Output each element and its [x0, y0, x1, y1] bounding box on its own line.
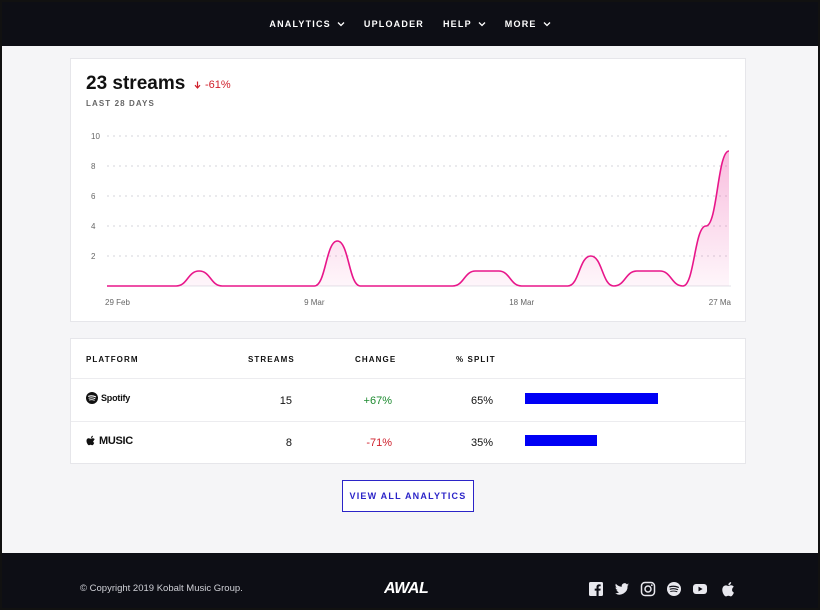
platform-table: PLATFORM STREAMS CHANGE % SPLIT Spotify …	[70, 338, 746, 464]
view-all-analytics-button[interactable]: VIEW ALL ANALYTICS	[342, 480, 474, 512]
copyright: © Copyright 2019 Kobalt Music Group.	[80, 583, 243, 594]
change-value: -71%	[366, 437, 392, 449]
series-area	[107, 151, 729, 286]
table-row: Spotify 15 +67% 65%	[71, 379, 745, 422]
apple-icon	[86, 435, 95, 446]
streams-line-chart: 10 8 6 4 2 29 Feb 9 Mar 18 Mar 27 Ma	[91, 132, 732, 307]
y-tick-label: 8	[91, 162, 96, 171]
split-value: 65%	[470, 395, 493, 407]
y-tick-label: 2	[91, 252, 96, 261]
x-tick-label: 9 Mar	[304, 298, 325, 307]
nav-uploader[interactable]: UPLOADER	[364, 19, 424, 29]
awal-logo[interactable]: AWAL	[384, 579, 434, 595]
split-value: 35%	[470, 437, 493, 449]
chevron-down-icon	[478, 22, 486, 27]
instagram-icon[interactable]	[640, 581, 656, 597]
streams-value: 15	[279, 395, 292, 407]
apple-music-logo: MUSIC	[86, 435, 133, 447]
series-line	[106, 150, 730, 287]
header-streams: STREAMS	[248, 355, 295, 364]
y-tick-label: 10	[91, 132, 100, 141]
header-split: % SPLIT	[456, 355, 496, 364]
stream-count: 23 streams	[86, 73, 186, 94]
nav-help[interactable]: HELP	[443, 19, 486, 29]
brand-text: AWAL	[384, 580, 428, 595]
change-value: +67%	[363, 395, 392, 407]
table-header: PLATFORM STREAMS CHANGE % SPLIT	[71, 339, 745, 379]
spotify-icon	[86, 392, 98, 404]
split-bar	[525, 393, 658, 404]
twitter-icon[interactable]	[614, 581, 630, 597]
nav-more-label: MORE	[504, 19, 537, 29]
y-tick-label: 6	[91, 192, 96, 201]
streams-chart-card: 23 streams -61% LAST 28 DAYS 10 8 6 4 2 29 Fe…	[70, 58, 746, 322]
nav-analytics-label: ANALYTICS	[269, 19, 331, 29]
split-bar	[525, 435, 597, 446]
platform-name: Spotify	[101, 393, 131, 403]
header-platform: PLATFORM	[86, 355, 139, 364]
period-label: LAST 28 DAYS	[86, 99, 155, 108]
facebook-icon[interactable]	[588, 581, 604, 597]
y-tick-label: 4	[91, 222, 96, 231]
spotify-icon[interactable]	[666, 581, 682, 597]
x-tick-label: 18 Mar	[509, 298, 534, 307]
arrow-down-icon	[194, 81, 201, 89]
x-tick-label: 27 Ma	[709, 298, 732, 307]
streams-value: 8	[285, 437, 292, 449]
nav-analytics[interactable]: ANALYTICS	[269, 19, 345, 29]
header-change: CHANGE	[355, 355, 397, 364]
platform-name: MUSIC	[99, 435, 133, 447]
nav-uploader-label: UPLOADER	[363, 19, 424, 29]
nav-help-label: HELP	[442, 19, 472, 29]
change-badge: -61%	[194, 79, 231, 91]
chevron-down-icon	[543, 22, 551, 27]
change-value: -61%	[205, 79, 231, 91]
chevron-down-icon	[337, 22, 345, 27]
spotify-logo: Spotify	[86, 392, 130, 404]
table-row: MUSIC 8 -71% 35%	[71, 422, 745, 465]
nav-more[interactable]: MORE	[505, 19, 551, 29]
apple-icon[interactable]	[720, 581, 736, 597]
youtube-icon[interactable]	[692, 581, 708, 597]
x-tick-label: 29 Feb	[105, 298, 130, 307]
top-nav: ANALYTICS UPLOADER HELP MORE	[2, 2, 818, 46]
footer: © Copyright 2019 Kobalt Music Group. AWA…	[2, 553, 818, 608]
